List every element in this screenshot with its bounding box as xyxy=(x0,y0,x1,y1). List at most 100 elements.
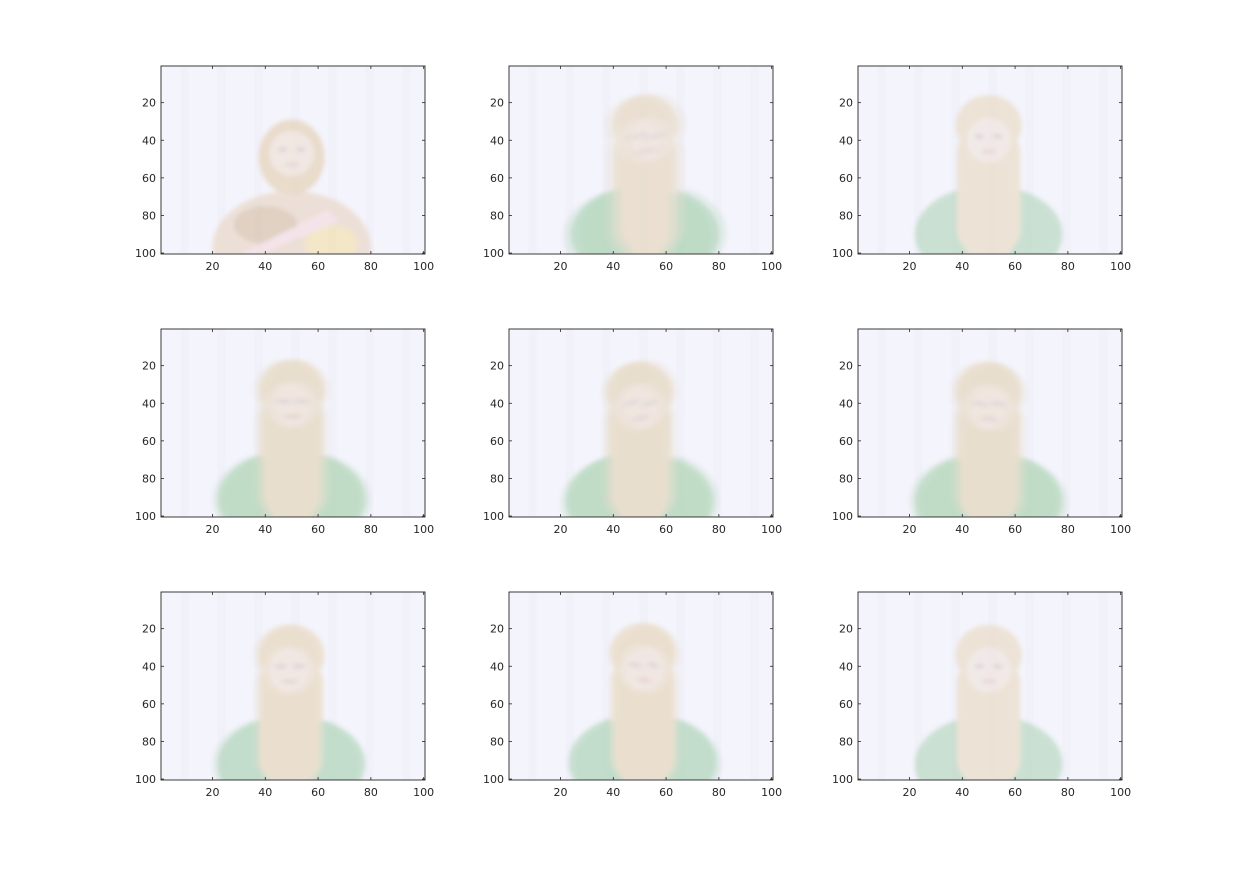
x-tick-label: 60 xyxy=(311,523,325,536)
axes-frame xyxy=(508,591,774,781)
x-tick-label: 100 xyxy=(761,523,782,536)
curtain-fold xyxy=(713,592,722,780)
curtain-fold xyxy=(1025,592,1034,780)
y-tick-label: 40 xyxy=(142,134,156,147)
curtain-fold xyxy=(1025,66,1034,254)
x-tick-label: 20 xyxy=(902,786,916,799)
curtain-fold xyxy=(365,329,374,517)
x-tick-label: 80 xyxy=(1061,786,1075,799)
eye xyxy=(638,132,649,137)
y-tick-label: 40 xyxy=(839,660,853,673)
curtain-fold xyxy=(402,592,411,780)
subplot-image xyxy=(161,592,425,780)
face xyxy=(966,117,1012,163)
y-tick-label: 40 xyxy=(490,397,504,410)
curtain-fold xyxy=(217,329,226,517)
x-tick-label: 40 xyxy=(955,260,969,273)
x-tick-label: 60 xyxy=(311,260,325,273)
curtain-fold xyxy=(951,66,960,254)
curtain-fold xyxy=(565,66,574,254)
axes-frame xyxy=(160,591,426,781)
y-tick-label: 20 xyxy=(839,360,853,373)
portrait-figure xyxy=(914,95,1063,254)
x-tick-label: 60 xyxy=(1008,260,1022,273)
portrait-figure xyxy=(212,624,361,780)
mouth xyxy=(637,414,653,419)
x-tick-label: 40 xyxy=(258,260,272,273)
x-tick-label: 80 xyxy=(712,523,726,536)
eye xyxy=(296,147,306,152)
y-tick-label: 60 xyxy=(839,698,853,711)
curtain-fold xyxy=(217,66,226,254)
mouth xyxy=(640,679,655,684)
curtain-fold xyxy=(254,66,263,254)
y-tick-label: 100 xyxy=(135,510,156,523)
portrait-figure xyxy=(223,360,371,517)
portrait-figure xyxy=(573,624,722,780)
image-wash xyxy=(161,66,425,254)
x-tick-label: 80 xyxy=(712,786,726,799)
face xyxy=(274,382,320,428)
curtain-fold xyxy=(1062,592,1071,780)
hair xyxy=(613,393,677,517)
y-tick-label: 100 xyxy=(483,510,504,523)
face xyxy=(625,647,671,693)
curtain-fold xyxy=(365,66,374,254)
image-wash xyxy=(509,329,773,517)
face xyxy=(269,130,315,176)
curtain-fold xyxy=(914,592,923,780)
mouth xyxy=(284,162,300,167)
curtain-fold xyxy=(877,66,886,254)
subplot-image xyxy=(509,66,773,254)
curtain-fold xyxy=(951,592,960,780)
y-tick-label: 100 xyxy=(135,247,156,260)
subplot-image xyxy=(509,592,773,780)
x-tick-label: 20 xyxy=(553,260,567,273)
scarf-pattern xyxy=(304,224,358,254)
x-tick-label: 80 xyxy=(364,786,378,799)
y-tick-label: 60 xyxy=(490,435,504,448)
mouth xyxy=(981,149,997,154)
y-tick-label: 60 xyxy=(490,172,504,185)
y-tick-label: 20 xyxy=(839,97,853,110)
face xyxy=(971,386,1017,432)
x-tick-label: 100 xyxy=(413,523,434,536)
subplot-5: 20 40 60 80 100 20 40 60 80 100 xyxy=(483,328,782,536)
y-tick-label: 40 xyxy=(490,134,504,147)
y-tick-label: 40 xyxy=(839,397,853,410)
x-tick-label: 20 xyxy=(902,523,916,536)
x-tick-label: 80 xyxy=(1061,260,1075,273)
curtain-fold xyxy=(180,592,189,780)
eye xyxy=(993,134,1003,139)
curtain-fold xyxy=(528,592,537,780)
subplot-6: 20 40 60 80 100 20 40 60 80 100 xyxy=(832,328,1131,536)
face xyxy=(966,647,1012,693)
y-tick-label: 100 xyxy=(483,773,504,786)
curtain-fold xyxy=(365,592,374,780)
image-wash xyxy=(509,66,773,254)
y-tick-label: 40 xyxy=(142,397,156,410)
scarf-stripe xyxy=(240,209,340,254)
portrait-figure xyxy=(920,363,1068,517)
axes-frame xyxy=(857,591,1123,781)
eye xyxy=(652,664,662,669)
face xyxy=(622,382,668,428)
subplot-9: 20 40 60 80 100 20 40 60 80 100 xyxy=(832,591,1131,799)
portrait-figure xyxy=(578,93,727,254)
y-tick-label: 40 xyxy=(142,660,156,673)
y-tick-label: 20 xyxy=(142,360,156,373)
eye xyxy=(272,664,282,669)
x-tick-label: 20 xyxy=(553,786,567,799)
y-tick-label: 80 xyxy=(490,209,504,222)
image-wash xyxy=(509,592,773,780)
eye xyxy=(633,664,644,669)
curtain-fold xyxy=(1099,329,1108,517)
x-tick-label: 80 xyxy=(364,523,378,536)
x-tick-label: 60 xyxy=(1008,523,1022,536)
y-tick-label: 100 xyxy=(832,247,853,260)
x-tick-label: 40 xyxy=(955,786,969,799)
eye xyxy=(301,399,311,404)
curtain-fold xyxy=(602,592,611,780)
axes-frame xyxy=(160,328,426,518)
